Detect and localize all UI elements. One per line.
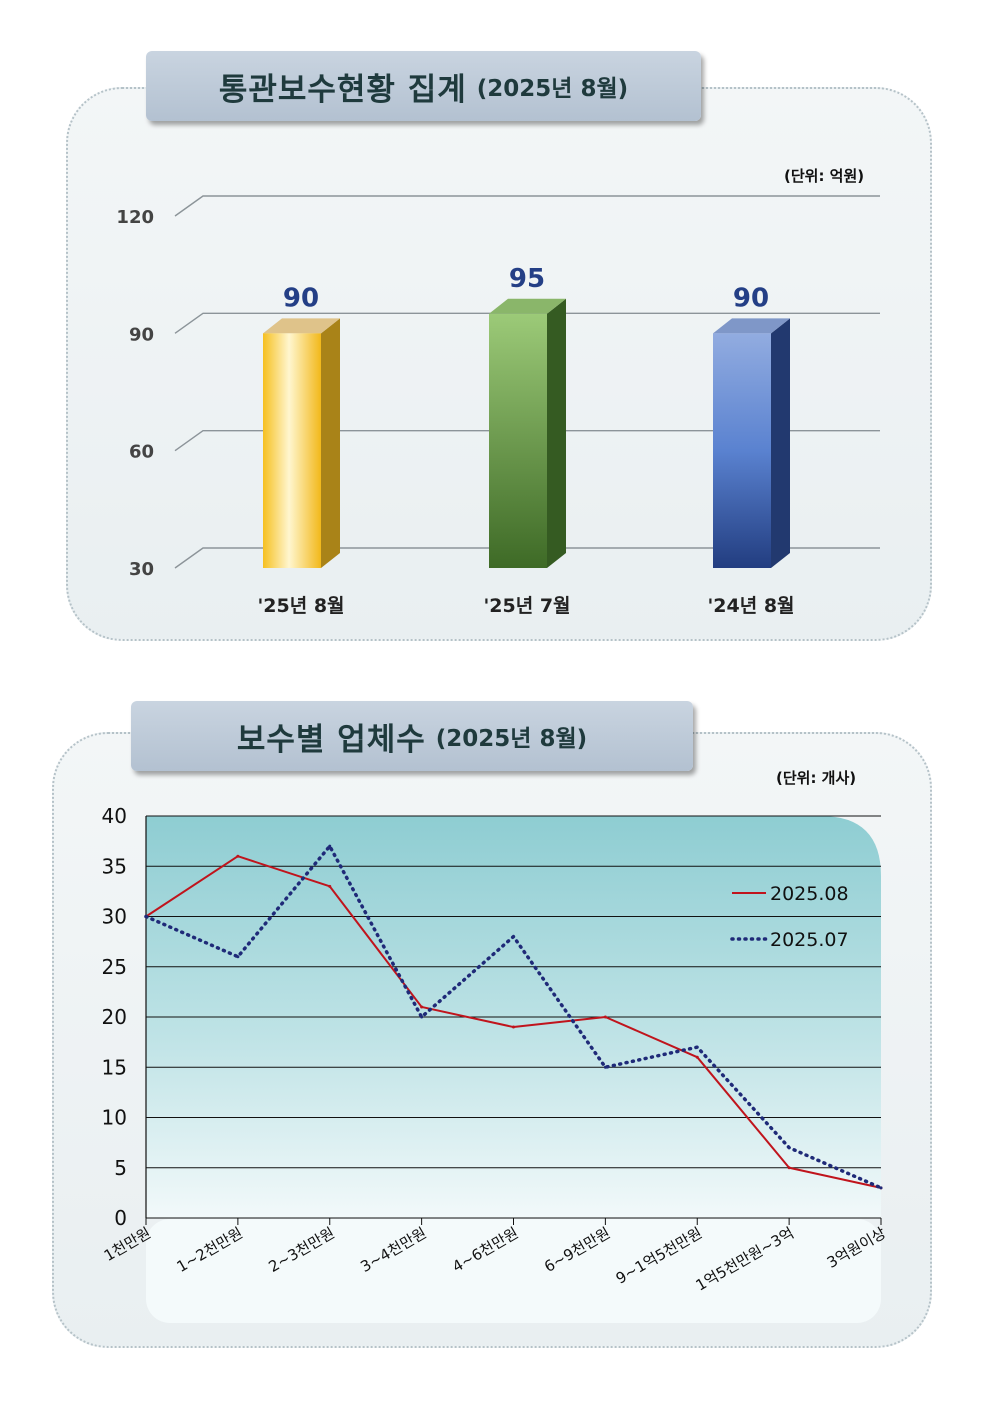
bar-chart-subtitle: (2025년 8월) xyxy=(476,76,629,102)
data-point xyxy=(512,1025,515,1029)
data-point xyxy=(695,1045,699,1049)
data-label: 90 xyxy=(283,283,319,313)
bar xyxy=(263,333,321,568)
line-chart-subtitle: (2025년 8월) xyxy=(435,726,588,752)
bar-top xyxy=(489,298,566,314)
data-point xyxy=(512,935,515,939)
y-tick-label: 40 xyxy=(102,804,127,828)
gridline xyxy=(174,429,880,452)
x-axis-area xyxy=(146,1219,881,1323)
y-tick-label: 30 xyxy=(129,559,154,580)
data-point xyxy=(787,1146,791,1150)
data-point xyxy=(144,915,148,918)
bar-chart-title: 통관보수현황 집계 xyxy=(218,71,467,108)
line-chart-title: 보수별 업체수 xyxy=(236,721,426,758)
data-point xyxy=(328,844,332,848)
legend-label: 2025.08 xyxy=(770,883,849,905)
data-point xyxy=(603,1065,607,1069)
data-point xyxy=(603,1015,607,1019)
bar-chart: 30 60 90 120 90 '25년 8월 95 '25년 7월 90 '24년 8월 xyxy=(116,195,880,617)
y-tick-label: 120 xyxy=(116,207,154,228)
data-point xyxy=(236,854,240,858)
line-chart-title-box: 보수별 업체수 (2025년 8월) xyxy=(131,701,693,771)
y-tick-label: 60 xyxy=(129,442,154,463)
legend-label: 2025.07 xyxy=(770,929,849,951)
data-point xyxy=(695,1055,699,1059)
y-tick-label: 10 xyxy=(102,1106,127,1130)
bar-chart-unit: (단위: 억원) xyxy=(784,167,865,185)
data-point xyxy=(328,884,332,888)
data-label: 95 xyxy=(509,264,545,294)
bar-side xyxy=(321,318,340,568)
data-point xyxy=(879,1186,883,1190)
gridline xyxy=(174,547,880,569)
gridline xyxy=(174,195,880,217)
bar-side xyxy=(771,318,790,568)
line-chart-unit: (단위: 개사) xyxy=(776,769,857,787)
data-point xyxy=(420,1005,424,1009)
x-tick-label: '25년 8월 xyxy=(257,595,344,617)
x-tick-label: '25년 7월 xyxy=(483,595,570,617)
y-tick-label: 5 xyxy=(114,1156,127,1180)
data-point xyxy=(420,1015,424,1019)
x-tick-label: '24년 8월 xyxy=(707,595,794,617)
y-tick-label: 35 xyxy=(102,854,127,878)
bar xyxy=(489,313,547,568)
bar-chart-title-box: 통관보수현황 집계 (2025년 8월) xyxy=(146,51,701,121)
data-point xyxy=(236,955,240,959)
bar xyxy=(713,333,771,568)
bar-top xyxy=(713,318,790,334)
bar-top xyxy=(263,318,340,334)
bar-side xyxy=(547,298,566,568)
y-tick-label: 0 xyxy=(114,1206,127,1230)
y-tick-label: 20 xyxy=(102,1005,127,1029)
y-tick-label: 25 xyxy=(102,955,127,979)
data-point xyxy=(787,1166,791,1170)
gridline xyxy=(174,312,880,334)
y-tick-label: 15 xyxy=(102,1055,127,1079)
y-tick-label: 30 xyxy=(102,905,127,929)
y-tick-label: 90 xyxy=(129,324,154,345)
data-label: 90 xyxy=(733,283,769,313)
